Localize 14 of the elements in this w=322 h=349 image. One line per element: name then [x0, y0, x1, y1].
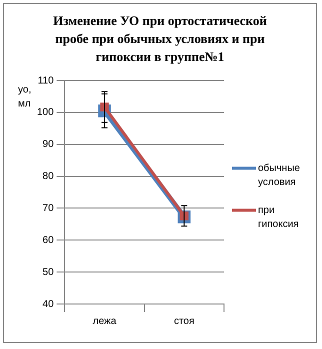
y-tick-label: 110	[38, 75, 54, 86]
x-tick-label: стоя	[174, 316, 194, 327]
y-tick-label: 60	[42, 234, 54, 246]
legend-label: обычные условия	[258, 163, 300, 188]
y-tick-label: 40	[42, 298, 54, 310]
y-tick-label: 90	[42, 139, 54, 150]
y-tick-label: 100	[36, 107, 54, 118]
legend-label: при гипоксия	[258, 205, 299, 230]
x-tick-label: лежа	[92, 316, 117, 327]
y-axis-title: уо, мл	[18, 84, 32, 110]
chart-title: Изменение УО при ортостатической пробе при обычных условиях и при гипоксии в группе№1	[52, 12, 268, 66]
y-tick-label: 80	[42, 171, 54, 182]
y-tick-label: 50	[42, 266, 54, 278]
y-tick-label: 70	[42, 202, 54, 214]
